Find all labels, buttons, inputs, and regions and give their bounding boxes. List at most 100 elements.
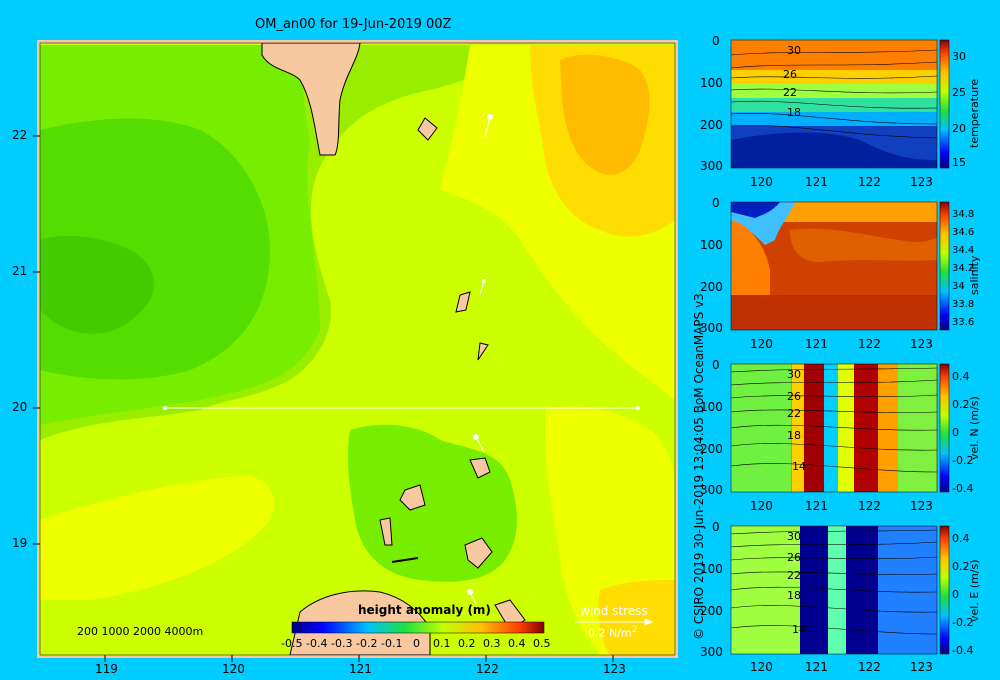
sal-cbar-tick: 34.6 [952, 227, 975, 238]
temp-cbar-tick: 15 [952, 156, 966, 169]
map-x-tick: 119 [95, 662, 118, 676]
map-y-tick: 20 [12, 400, 28, 414]
contour-label: 22 [787, 569, 801, 582]
sal-cbar-tick: 34 [952, 281, 965, 292]
sal-cbar-tick: 33.8 [952, 299, 975, 310]
veln-cbar-tick: -0.4 [952, 482, 974, 495]
veln-cbar-tick: 0.4 [952, 370, 970, 383]
height-anomaly-field [40, 43, 675, 655]
colorbar-tick: 0.2 [458, 637, 476, 650]
height-colorbar [291, 621, 545, 634]
section-x-tick: 122 [858, 175, 881, 189]
contour-label: 14 [792, 623, 806, 636]
section-x-tick: 120 [750, 337, 773, 351]
section-y-tick: 0 [712, 196, 720, 210]
veln-cbar-tick: 0.2 [952, 398, 970, 411]
bathymetry-legend: 200 1000 2000 4000m [77, 625, 204, 638]
section-x-tick: 123 [910, 660, 933, 674]
colorbar-tick: 0.4 [508, 637, 526, 650]
section-y-tick: 200 [700, 280, 723, 294]
section-y-tick: 0 [712, 520, 720, 534]
section-panel-temperature [730, 39, 950, 169]
section-y-tick: 200 [700, 118, 723, 132]
section-y-tick: 100 [700, 562, 723, 576]
colorbar-tick: -0.5 [281, 637, 303, 650]
section-y-tick: 0 [712, 358, 720, 372]
section-y-tick: 200 [700, 604, 723, 618]
section-x-tick: 120 [750, 499, 773, 513]
vele-cbar-tick: 0.2 [952, 560, 970, 573]
sal-cbar-tick: 34.8 [952, 209, 975, 220]
contour-label: 18 [787, 589, 801, 602]
vel-e-label: vel. E (m/s) [968, 559, 981, 622]
map-y-tick: 19 [12, 536, 28, 550]
contour-label: 26 [787, 390, 801, 403]
vele-cbar-tick: 0.4 [952, 532, 970, 545]
colorbar-tick: -0.1 [381, 637, 403, 650]
wind-stress-scale: 0.2 N/m2 [588, 625, 638, 640]
temp-cbar-tick: 25 [952, 86, 966, 99]
section-x-tick: 123 [910, 499, 933, 513]
section-x-tick: 121 [805, 499, 828, 513]
colorbar-tick: -0.4 [306, 637, 328, 650]
colorbar-tick: -0.3 [331, 637, 353, 650]
section-y-tick: 100 [700, 400, 723, 414]
section-y-tick: 200 [700, 442, 723, 456]
temperature-label: temperature [968, 78, 981, 148]
veln-cbar-tick: -0.2 [952, 454, 974, 467]
contour-label: 22 [787, 407, 801, 420]
contour-label: 30 [787, 44, 801, 57]
map-axis-ticks [33, 135, 614, 662]
section-x-tick: 121 [805, 337, 828, 351]
map-x-tick: 122 [476, 662, 499, 676]
contour-label: 26 [787, 551, 801, 564]
section-x-tick: 123 [910, 337, 933, 351]
colorbar-tick: 0.5 [533, 637, 551, 650]
section-x-tick: 122 [858, 337, 881, 351]
sal-cbar-tick: 33.6 [952, 317, 975, 328]
section-panel-vel-n [730, 363, 950, 493]
section-y-tick: 300 [700, 159, 723, 173]
contour-label: 30 [787, 368, 801, 381]
section-y-tick: 300 [700, 645, 723, 659]
salinity-label: salinity [968, 255, 981, 295]
section-y-tick: 300 [700, 483, 723, 497]
contour-label: 14 [792, 460, 806, 473]
section-x-tick: 121 [805, 660, 828, 674]
contour-label: 30 [787, 530, 801, 543]
section-y-tick: 300 [700, 321, 723, 335]
section-y-tick: 100 [700, 76, 723, 90]
vele-cbar-tick: -0.2 [952, 616, 974, 629]
map-y-tick: 21 [12, 264, 28, 278]
credit-text: © CSIRO 2019 30-Jun-2019 13:04:05 BoM Oc… [692, 293, 706, 640]
map-x-tick: 121 [349, 662, 372, 676]
sal-cbar-tick: 34.4 [952, 245, 975, 256]
vel-n-label: vel. N (m/s) [968, 396, 981, 460]
temp-cbar-tick: 30 [952, 50, 966, 63]
wind-scale-arrow [575, 618, 654, 626]
map-x-tick: 120 [222, 662, 245, 676]
section-x-tick: 120 [750, 175, 773, 189]
section-x-tick: 123 [910, 175, 933, 189]
contour-label: 22 [783, 86, 797, 99]
section-x-tick: 122 [858, 660, 881, 674]
colorbar-tick: -0.2 [356, 637, 378, 650]
contour-label: 26 [783, 68, 797, 81]
colorbar-title: height anomaly (m) [358, 603, 491, 617]
contour-label: 18 [787, 106, 801, 119]
section-x-tick: 121 [805, 175, 828, 189]
section-x-tick: 122 [858, 499, 881, 513]
contour-label: 18 [787, 429, 801, 442]
temp-cbar-tick: 20 [952, 122, 966, 135]
section-y-tick: 100 [700, 238, 723, 252]
map-x-tick: 123 [603, 662, 626, 676]
veln-cbar-tick: 0 [952, 426, 959, 439]
section-panel-salinity [730, 201, 950, 331]
map-y-tick: 22 [12, 128, 28, 142]
wind-stress-label: wind stress [580, 604, 648, 618]
section-panel-vel-e [730, 525, 950, 655]
colorbar-tick: 0.1 [433, 637, 451, 650]
colorbar-tick: 0 [413, 637, 420, 650]
vele-cbar-tick: 0 [952, 588, 959, 601]
